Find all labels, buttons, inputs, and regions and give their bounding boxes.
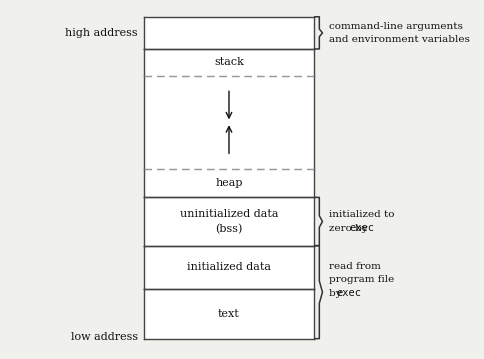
Bar — [144, 49, 313, 76]
Text: high address: high address — [65, 28, 137, 38]
Text: low address: low address — [70, 332, 137, 342]
Text: by: by — [328, 289, 344, 298]
Bar — [144, 76, 313, 169]
Bar — [144, 246, 313, 289]
Bar — [144, 289, 313, 339]
Bar — [144, 197, 313, 246]
Text: stack: stack — [213, 57, 243, 67]
Bar — [144, 17, 313, 49]
Text: zero by: zero by — [328, 224, 370, 233]
Text: command-line arguments: command-line arguments — [328, 22, 462, 31]
Text: exec: exec — [348, 224, 373, 233]
Text: uninitialized data
(bss): uninitialized data (bss) — [180, 209, 278, 234]
Text: exec: exec — [336, 288, 361, 298]
Text: program file: program file — [328, 275, 393, 284]
Text: text: text — [218, 309, 240, 318]
Text: initialized to: initialized to — [328, 210, 393, 219]
Text: and environment variables: and environment variables — [328, 35, 469, 44]
Text: read from: read from — [328, 262, 380, 271]
Text: heap: heap — [215, 178, 242, 188]
Bar — [144, 169, 313, 197]
Text: initialized data: initialized data — [187, 262, 271, 272]
